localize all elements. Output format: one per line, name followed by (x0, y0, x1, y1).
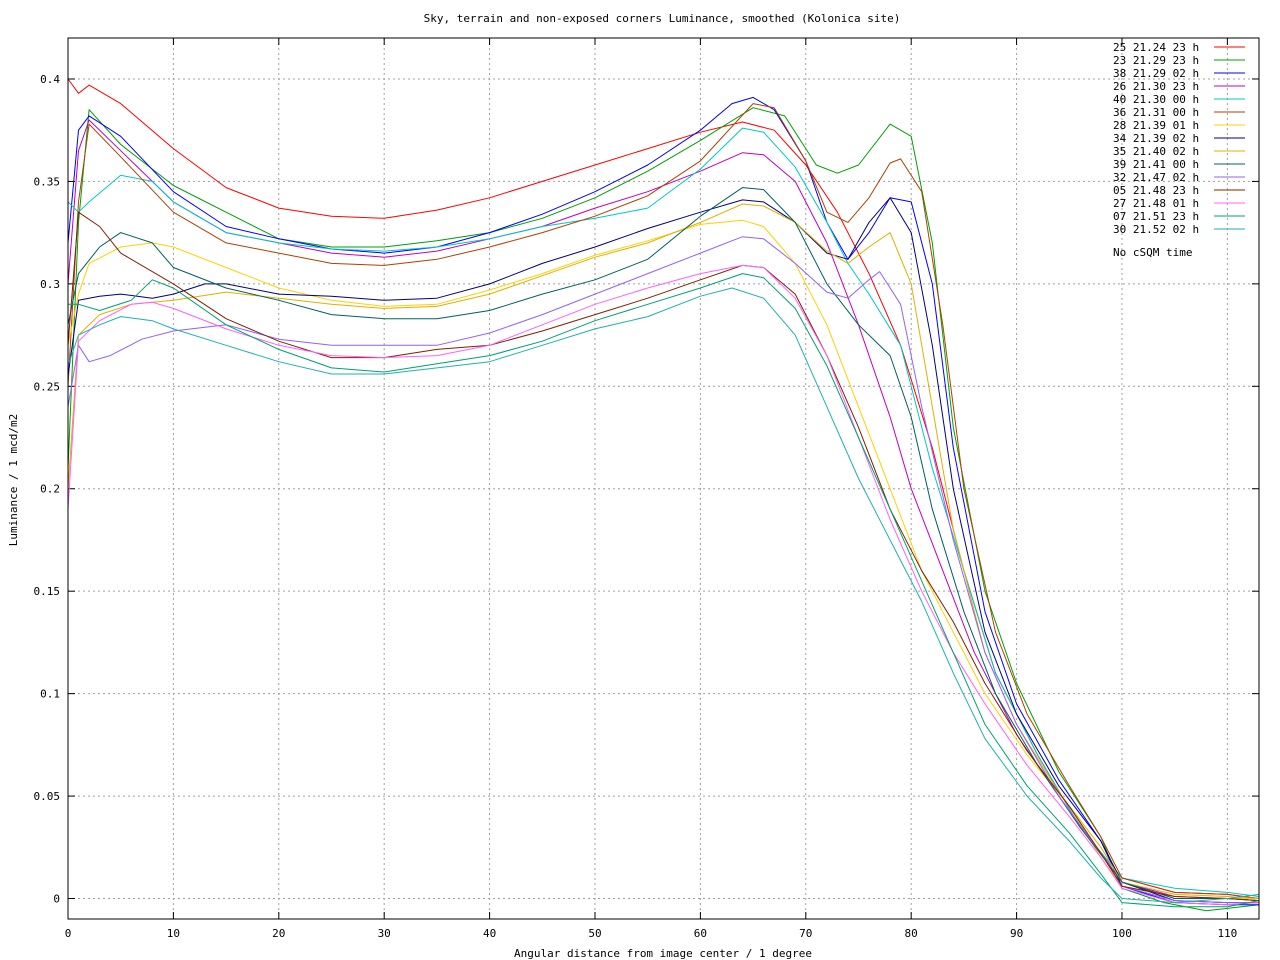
x-tick-label: 50 (588, 927, 601, 940)
y-tick-label: 0.1 (40, 688, 60, 701)
grid (68, 38, 1259, 919)
x-tick-label: 100 (1112, 927, 1132, 940)
legend-label: 40 21.30 00 h (1113, 93, 1199, 106)
legend-label: 28 21.39 01 h (1113, 119, 1199, 132)
legend-label: 26 21.30 23 h (1113, 80, 1199, 93)
series-lines (67, 78, 1260, 912)
series-line-7 (67, 197, 1259, 904)
x-tick-label: 40 (483, 927, 496, 940)
series-line-11 (67, 211, 1260, 902)
x-tick-label: 10 (167, 927, 180, 940)
series-line-5 (67, 103, 1260, 899)
axis-ticks: 0 10 20 30 40 50 60 70 80 90 100 110 0 0.05 0.1 0.15 0.2… (34, 38, 1259, 940)
plot-border (67, 37, 1260, 920)
x-tick-label: 0 (65, 927, 72, 940)
legend-label: 39 21.41 00 h (1113, 158, 1199, 171)
x-tick-label: 80 (905, 927, 918, 940)
legend-label: 30 21.52 02 h (1113, 223, 1199, 236)
series-line-4 (67, 127, 1260, 897)
x-axis-label: Angular distance from image center / 1 d… (514, 947, 812, 960)
series-line-1 (67, 107, 1260, 912)
legend-label: 35 21.40 02 h (1113, 145, 1199, 158)
y-tick-label: 0.25 (34, 380, 61, 393)
series-line-12 (67, 264, 1260, 906)
legend-label: 27 21.48 01 h (1113, 197, 1199, 210)
x-tick-label: 60 (694, 927, 707, 940)
series-line-6 (67, 219, 1259, 899)
legend-label: 05 21.48 23 h (1113, 184, 1199, 197)
x-tick-label: 70 (799, 927, 812, 940)
legend-header: No cSQM time (1113, 246, 1192, 259)
y-axis-label: Luminance / 1 mcd/m2 (7, 414, 20, 546)
y-tick-label: 0.05 (34, 790, 61, 803)
series-line-8 (67, 203, 1260, 899)
y-tick-label: 0 (53, 893, 60, 906)
legend-label: 36 21.31 00 h (1113, 106, 1199, 119)
x-tick-label: 30 (378, 927, 391, 940)
y-tick-label: 0.4 (40, 73, 60, 86)
series-line-14 (67, 287, 1260, 904)
legend-label: 23 21.29 23 h (1113, 54, 1199, 67)
x-tick-label: 20 (272, 927, 285, 940)
x-tick-label: 90 (1010, 927, 1023, 940)
series-line-9 (67, 187, 1260, 902)
legend-label: 34 21.39 02 h (1113, 132, 1199, 145)
y-tick-label: 0.3 (40, 278, 60, 291)
chart-title: Sky, terrain and non-exposed corners Lum… (424, 12, 901, 25)
y-tick-label: 0.35 (34, 175, 61, 188)
legend-label: 32 21.47 02 h (1113, 171, 1199, 184)
series-line-2 (67, 96, 1259, 906)
legend-label: 25 21.24 23 h (1113, 41, 1199, 54)
legend: 25 21.24 23 h23 21.29 23 h38 21.29 02 h2… (1113, 41, 1245, 259)
legend-label: 38 21.29 02 h (1113, 67, 1199, 80)
legend-label: 07 21.51 23 h (1113, 210, 1199, 223)
x-tick-label: 110 (1217, 927, 1237, 940)
series-line-13 (68, 273, 1260, 908)
y-tick-label: 0.2 (40, 483, 60, 496)
y-tick-label: 0.15 (34, 585, 61, 598)
series-line-10 (67, 236, 1259, 904)
